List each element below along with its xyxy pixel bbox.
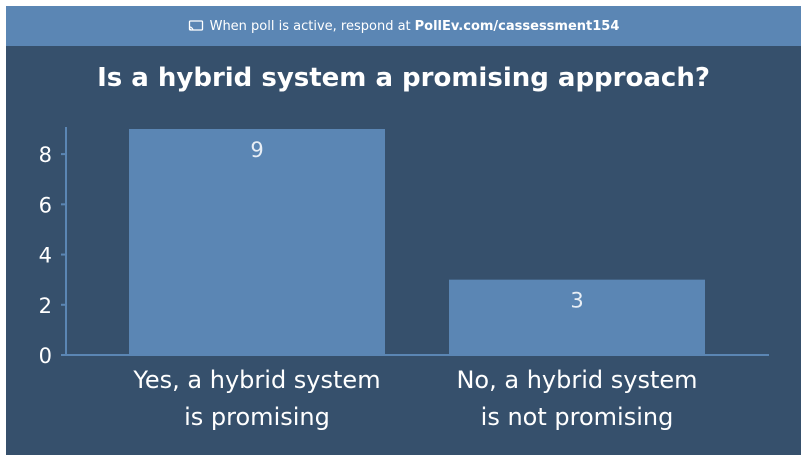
- chart-title: Is a hybrid system a promising approach?: [97, 63, 710, 93]
- y-tick-label: 2: [39, 294, 52, 318]
- x-tick-label-line: is not promising: [480, 403, 674, 431]
- data-label-1: 3: [570, 289, 583, 313]
- screen-share-icon: [188, 20, 203, 31]
- x-tick-label-no: No, a hybrid system is not promising: [432, 362, 722, 436]
- y-tick-label: 6: [39, 193, 52, 217]
- poll-url-link[interactable]: PollEv.com/cassessment154: [414, 18, 620, 34]
- y-tick-label: 0: [39, 344, 52, 368]
- y-tick-label: 4: [39, 244, 52, 268]
- bar-1: [449, 279, 705, 355]
- bar-0: [129, 129, 385, 355]
- x-tick-label-line: No, a hybrid system: [456, 366, 698, 394]
- poll-frame: When poll is active, respond at PollEv.c…: [6, 6, 801, 455]
- x-tick-label-yes: Yes, a hybrid system is promising: [112, 362, 402, 436]
- y-tick-label: 8: [39, 143, 52, 167]
- x-tick-label-line: Yes, a hybrid system: [133, 366, 381, 394]
- banner-text: When poll is active, respond at: [209, 18, 411, 34]
- data-label-0: 9: [250, 138, 263, 162]
- poll-banner: When poll is active, respond at PollEv.c…: [6, 6, 801, 46]
- x-tick-label-line: is promising: [184, 403, 330, 431]
